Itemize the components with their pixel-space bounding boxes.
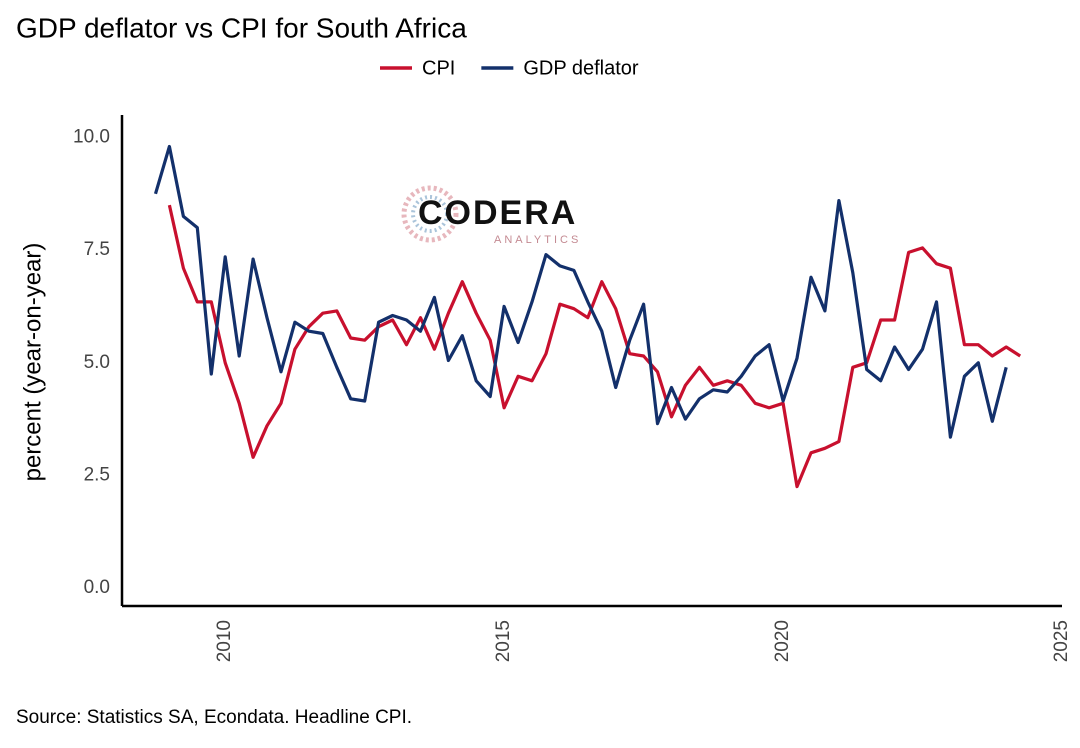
y-tick-label: 10.0 — [73, 127, 110, 148]
x-tick-label: 2010 — [214, 620, 235, 662]
logo-icon — [401, 185, 459, 243]
y-tick-label: 2.5 — [84, 464, 110, 485]
x-tick-label: 2020 — [772, 620, 793, 662]
logo: CODERA ANALYTICS — [401, 185, 581, 246]
y-axis-label: percent (year-on-year) — [19, 243, 46, 482]
data-line — [153, 144, 1008, 439]
logo-icon — [411, 195, 449, 233]
logo-name: CODERA — [418, 194, 577, 232]
x-tick-label: 2015 — [493, 620, 514, 662]
chart-title: GDP deflator vs CPI for South Africa — [16, 12, 467, 43]
logo-tagline: ANALYTICS — [494, 234, 581, 246]
x-tick-label: 2025 — [1051, 620, 1072, 662]
legend-label: CPI — [422, 57, 455, 79]
data-line — [167, 204, 1022, 489]
y-tick-label: 5.0 — [84, 352, 110, 373]
y-tick-label: 7.5 — [84, 239, 110, 260]
legend-label: GDP deflator — [523, 57, 639, 79]
caption: Source: Statistics SA, Econdata. Headlin… — [16, 707, 412, 728]
y-tick-label: 0.0 — [84, 577, 110, 598]
